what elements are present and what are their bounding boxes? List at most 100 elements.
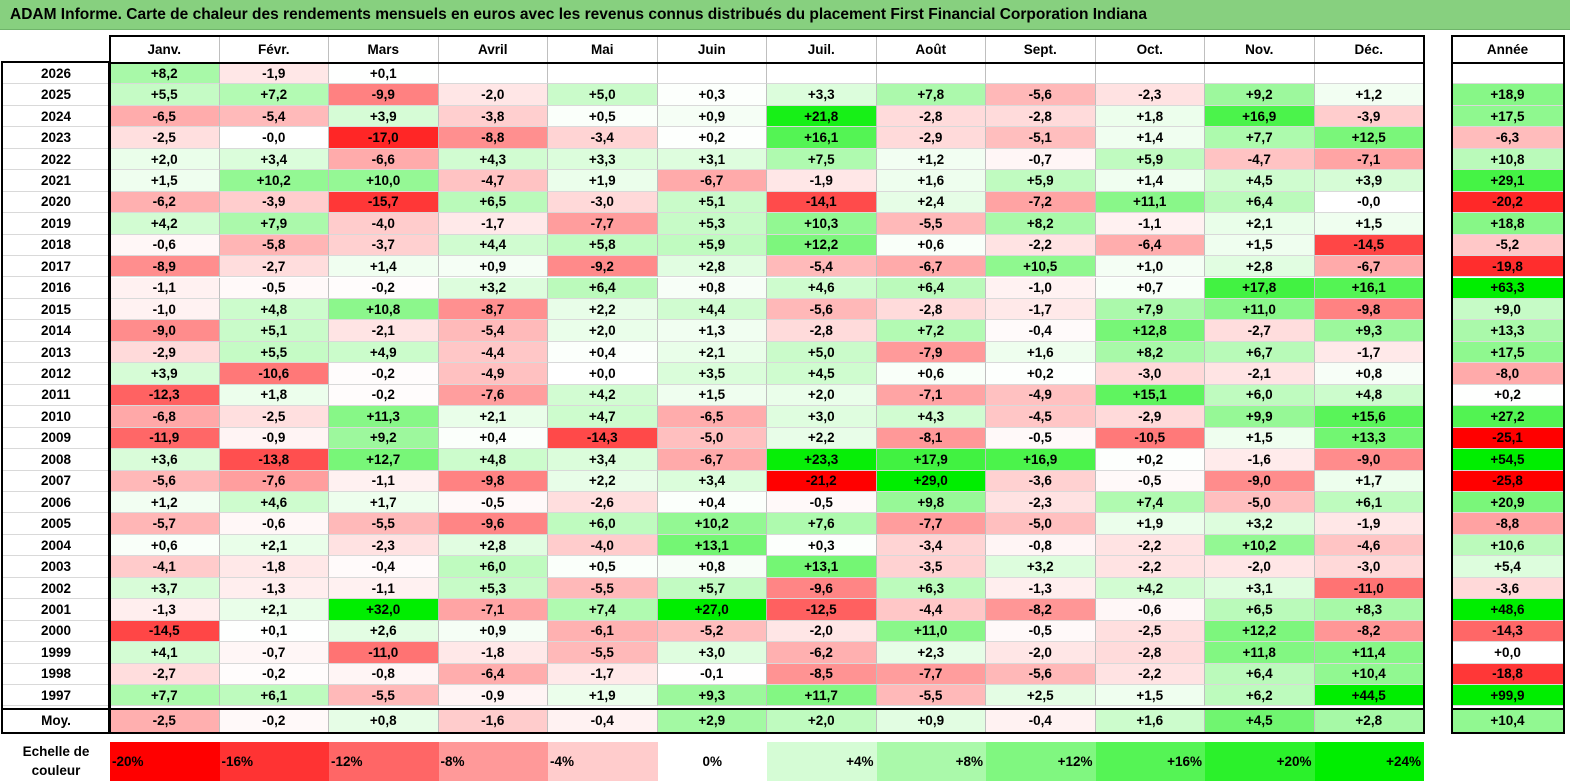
heatmap-cell: -2,5 bbox=[110, 127, 220, 149]
heatmap-cell: +6,5 bbox=[1205, 599, 1315, 621]
heatmap-cell bbox=[1205, 63, 1315, 85]
heatmap-cell: -2,5 bbox=[219, 406, 329, 428]
heatmap-cell: +10,0 bbox=[329, 170, 439, 192]
heatmap-cell: +15,1 bbox=[1095, 384, 1205, 407]
heatmap-cell: +1,8 bbox=[219, 384, 329, 407]
heatmap-cell: +4,8 bbox=[1314, 384, 1424, 407]
row-year-label: 1998 bbox=[2, 663, 110, 686]
column-header: Déc. bbox=[1314, 37, 1424, 63]
annual-cell: +9,0 bbox=[1452, 298, 1564, 321]
annual-cell: -25,8 bbox=[1452, 470, 1564, 492]
heatmap-cell: +5,3 bbox=[657, 213, 767, 235]
heatmap-cell: +0,1 bbox=[329, 63, 439, 85]
heatmap-cell: +4,5 bbox=[1205, 170, 1315, 192]
heatmap-cell: +3,0 bbox=[657, 642, 767, 664]
color-scale-label: Echelle de couleur bbox=[22, 744, 90, 778]
heatmap-cell: -2,0 bbox=[438, 84, 548, 106]
heatmap-cell: +23,3 bbox=[767, 449, 877, 471]
color-scale-swatch: +16% bbox=[1095, 742, 1205, 781]
heatmap-cell: +16,9 bbox=[1205, 105, 1315, 128]
heatmap-cell: +3,1 bbox=[1205, 577, 1315, 600]
heatmap-cell: -9,0 bbox=[1205, 470, 1315, 492]
heatmap-cell: -2,5 bbox=[1095, 620, 1205, 643]
heatmap-cell: -3,7 bbox=[329, 234, 439, 257]
heatmap-cell: +12,7 bbox=[329, 449, 439, 471]
annual-cell: +54,5 bbox=[1452, 449, 1564, 471]
heatmap-cell bbox=[657, 63, 767, 85]
color-scale-swatch: -4% bbox=[548, 742, 658, 781]
heatmap-cell: +0,2 bbox=[1095, 449, 1205, 471]
heatmap-cell bbox=[548, 63, 658, 85]
annual-cell: +10,8 bbox=[1452, 148, 1564, 171]
heatmap-cell: -5,0 bbox=[1205, 492, 1315, 514]
heatmap-cell: -6,8 bbox=[110, 406, 220, 428]
heatmap-cell: -6,2 bbox=[767, 642, 877, 664]
heatmap-cell bbox=[1095, 63, 1205, 85]
heatmap-cell: -5,6 bbox=[110, 470, 220, 492]
heatmap-cell: -8,5 bbox=[767, 663, 877, 686]
heatmap-cell: -21,2 bbox=[767, 470, 877, 492]
heatmap-cell: -8,9 bbox=[110, 256, 220, 278]
heatmap-cell: -1,3 bbox=[986, 577, 1096, 600]
annual-cell: +17,5 bbox=[1452, 341, 1564, 364]
heatmap-cell: -8,2 bbox=[986, 599, 1096, 621]
heatmap-cell: -14,5 bbox=[110, 620, 220, 643]
heatmap-cell: +6,0 bbox=[548, 513, 658, 535]
heatmap-cell: +4,8 bbox=[438, 449, 548, 471]
heatmap-cell: +2,0 bbox=[110, 148, 220, 171]
heatmap-cell: -4,0 bbox=[548, 534, 658, 557]
heatmap-cell: -15,7 bbox=[329, 191, 439, 214]
heatmap-cell: +13,1 bbox=[657, 534, 767, 557]
heatmap-cell: +17,8 bbox=[1205, 277, 1315, 299]
heatmap-cell: +5,9 bbox=[1095, 148, 1205, 171]
row-year-label: 2010 bbox=[2, 406, 110, 428]
heatmap-cell: +3,4 bbox=[657, 470, 767, 492]
heatmap-cell: -1,8 bbox=[438, 642, 548, 664]
average-cell: -0,2 bbox=[219, 708, 329, 733]
average-cell: +2,0 bbox=[767, 708, 877, 733]
heatmap-cell: -9,0 bbox=[1314, 449, 1424, 471]
annual-cell: -8,0 bbox=[1452, 363, 1564, 385]
heatmap-cell: -11,0 bbox=[329, 642, 439, 664]
heatmap-cell: +1,0 bbox=[1095, 256, 1205, 278]
column-header: Oct. bbox=[1095, 37, 1205, 63]
color-scale-swatch: -12% bbox=[329, 742, 439, 781]
heatmap-cell: +2,1 bbox=[219, 599, 329, 621]
heatmap-cell: -6,6 bbox=[329, 148, 439, 171]
heatmap-cell: +10,8 bbox=[329, 298, 439, 321]
heatmap-cell: -0,2 bbox=[219, 663, 329, 686]
heatmap-cell: +2,8 bbox=[1205, 256, 1315, 278]
heatmap-cell: -12,5 bbox=[767, 599, 877, 621]
heatmap-cell: +16,9 bbox=[986, 449, 1096, 471]
heatmap-cell: +11,4 bbox=[1314, 642, 1424, 664]
heatmap-cell: +2,0 bbox=[548, 320, 658, 342]
heatmap-cell: +1,8 bbox=[1095, 105, 1205, 128]
heatmap-cell: +10,2 bbox=[219, 170, 329, 192]
heatmap-cell: +2,4 bbox=[876, 191, 986, 214]
heatmap-cell: +5,9 bbox=[986, 170, 1096, 192]
heatmap-cell: -2,7 bbox=[219, 256, 329, 278]
heatmap-cell: -1,9 bbox=[219, 63, 329, 85]
heatmap-cell: -0,6 bbox=[110, 234, 220, 257]
heatmap-cell: -0,9 bbox=[438, 685, 548, 707]
average-cell: -0,4 bbox=[986, 708, 1096, 733]
heatmap-cell: +6,1 bbox=[1314, 492, 1424, 514]
heatmap-cell: +9,3 bbox=[657, 685, 767, 707]
heatmap-cell: +10,5 bbox=[986, 256, 1096, 278]
heatmap-cell: +2,3 bbox=[876, 642, 986, 664]
heatmap-cell: -3,5 bbox=[876, 556, 986, 578]
heatmap-cell: -1,6 bbox=[1205, 449, 1315, 471]
heatmap-cell: -0,0 bbox=[1314, 191, 1424, 214]
heatmap-cell: +12,2 bbox=[767, 234, 877, 257]
heatmap-cell: -1,7 bbox=[986, 298, 1096, 321]
heatmap-cell: -2,8 bbox=[986, 105, 1096, 128]
heatmap-cell: +4,2 bbox=[1095, 577, 1205, 600]
row-year-label: 2020 bbox=[2, 191, 110, 214]
annual-cell: +27,2 bbox=[1452, 406, 1564, 428]
heatmap-cell: +11,3 bbox=[329, 406, 439, 428]
annual-cell: -5,2 bbox=[1452, 234, 1564, 257]
heatmap-cell: -0,5 bbox=[986, 620, 1096, 643]
heatmap-cell: -5,4 bbox=[219, 105, 329, 128]
heatmap-cell: +0,5 bbox=[548, 105, 658, 128]
